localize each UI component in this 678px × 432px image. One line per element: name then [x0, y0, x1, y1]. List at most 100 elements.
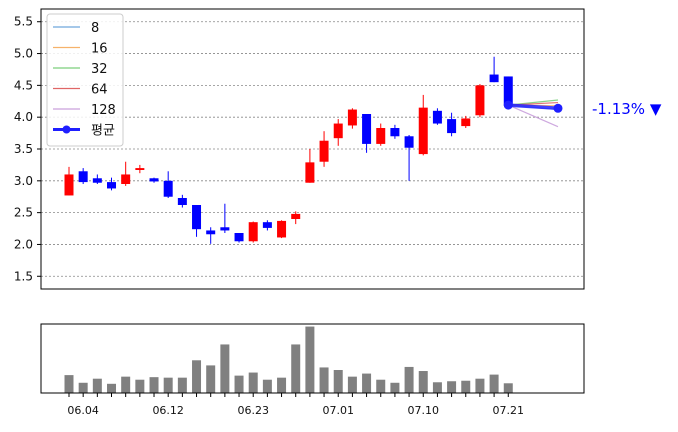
candle-body: [475, 85, 485, 116]
change-percent-label: -1.13% ▼: [592, 100, 662, 118]
volume-bar: [107, 383, 117, 393]
projection-lines: [503, 99, 563, 128]
volume-bar: [447, 381, 457, 393]
volume-bar: [418, 371, 428, 393]
candle-body: [333, 123, 343, 139]
grid-lines: [41, 21, 584, 277]
x-tick-label: 07.21: [493, 404, 525, 417]
projection-start-point: [503, 100, 513, 110]
volume-bar: [262, 379, 272, 393]
x-tick-label: 07.01: [322, 404, 354, 417]
candle-body: [149, 178, 159, 182]
candle-body: [390, 128, 400, 137]
candle-body: [461, 118, 471, 127]
projection-line: [508, 104, 559, 128]
candle-body: [192, 205, 202, 230]
volume-bar: [461, 380, 471, 393]
y-tick-label: 2.0: [14, 237, 33, 251]
volume-bar: [319, 367, 329, 393]
candle-body: [376, 128, 386, 144]
legend-label: 128: [91, 103, 116, 118]
y-tick-label: 4.0: [14, 110, 33, 124]
y-tick-label: 5.5: [14, 15, 33, 29]
volume-bar: [92, 378, 102, 393]
volume-bar: [277, 377, 287, 393]
candle-body: [262, 222, 272, 228]
volume-bar: [503, 383, 513, 393]
volume-bar: [362, 373, 372, 393]
volume-bar: [376, 379, 386, 393]
y-tick-label: 3.5: [14, 142, 33, 156]
legend-label: 64: [91, 83, 108, 98]
candle-body: [92, 178, 102, 183]
y-tick-label: 1.5: [14, 269, 33, 283]
volume-bar: [432, 382, 442, 393]
candle-body: [163, 180, 173, 197]
candle-body: [291, 213, 301, 219]
x-tick-label: 07.10: [408, 404, 440, 417]
candle-body: [220, 227, 230, 231]
volume-bar: [475, 378, 485, 393]
candle-body: [404, 136, 414, 148]
candle-body: [135, 168, 145, 170]
legend: 8 16 32 64 128 평균: [46, 13, 124, 147]
volume-bar: [390, 382, 400, 393]
volume-bar: [121, 376, 131, 393]
volume-bar: [149, 377, 159, 393]
volume-bar: [489, 374, 499, 393]
legend-label: 평균: [91, 124, 115, 139]
candle-body: [206, 230, 216, 235]
candle-body: [319, 140, 329, 162]
volume-bar: [305, 326, 315, 393]
candle-body: [447, 119, 457, 134]
candle-body: [503, 76, 513, 106]
volume-bar: [78, 382, 88, 393]
volume-bar: [248, 372, 258, 393]
y-tick-label: 2.5: [14, 206, 33, 220]
volume-bar: [404, 366, 414, 393]
candle-body: [177, 198, 187, 205]
candle-body: [234, 233, 244, 242]
y-tick-label: 4.5: [14, 78, 33, 92]
x-axis-ticks: 06.04 06.12 06.23 07.01 07.10 07.21: [67, 393, 524, 417]
volume-bar: [177, 377, 187, 393]
volume-panel-frame: [40, 323, 585, 394]
candle-body: [432, 110, 442, 124]
x-tick-label: 06.04: [67, 404, 99, 417]
candle-body: [64, 174, 74, 196]
candle-body: [347, 109, 357, 126]
volume-bar: [234, 375, 244, 393]
legend-label: 32: [91, 62, 108, 77]
x-tick-label: 06.23: [237, 404, 269, 417]
projection-line-average: [508, 103, 559, 111]
candle-body: [248, 222, 258, 242]
volume-bar: [333, 370, 343, 393]
candle-body: [305, 162, 315, 183]
projection-end-point: [553, 103, 563, 113]
volume-bar: [64, 375, 74, 393]
volume-bars: [64, 326, 513, 393]
y-tick-label: 3.0: [14, 174, 33, 188]
legend-swatch-marker: [62, 125, 71, 134]
price-panel-frame: [40, 8, 585, 290]
y-tick-label: 5.0: [14, 47, 33, 61]
x-tick-label: 06.12: [152, 404, 184, 417]
y-axis-ticks: 1.5 2.0 2.5 3.0 3.5 4.0 4.5 5.0 5.5: [14, 15, 41, 283]
volume-bar: [135, 379, 145, 393]
candle-body: [78, 171, 88, 183]
candle-body: [277, 220, 287, 238]
legend-label: 16: [91, 42, 108, 57]
volume-bar: [206, 365, 216, 393]
volume-bar: [347, 376, 357, 393]
candle-body: [362, 114, 372, 144]
volume-bar: [220, 344, 230, 393]
candle-body: [107, 182, 117, 189]
candlesticks: [64, 56, 513, 244]
volume-bar: [291, 344, 301, 393]
candle-body: [418, 107, 428, 155]
volume-bar: [192, 360, 202, 393]
candle-body: [489, 74, 499, 83]
legend-label: 8: [91, 21, 99, 36]
